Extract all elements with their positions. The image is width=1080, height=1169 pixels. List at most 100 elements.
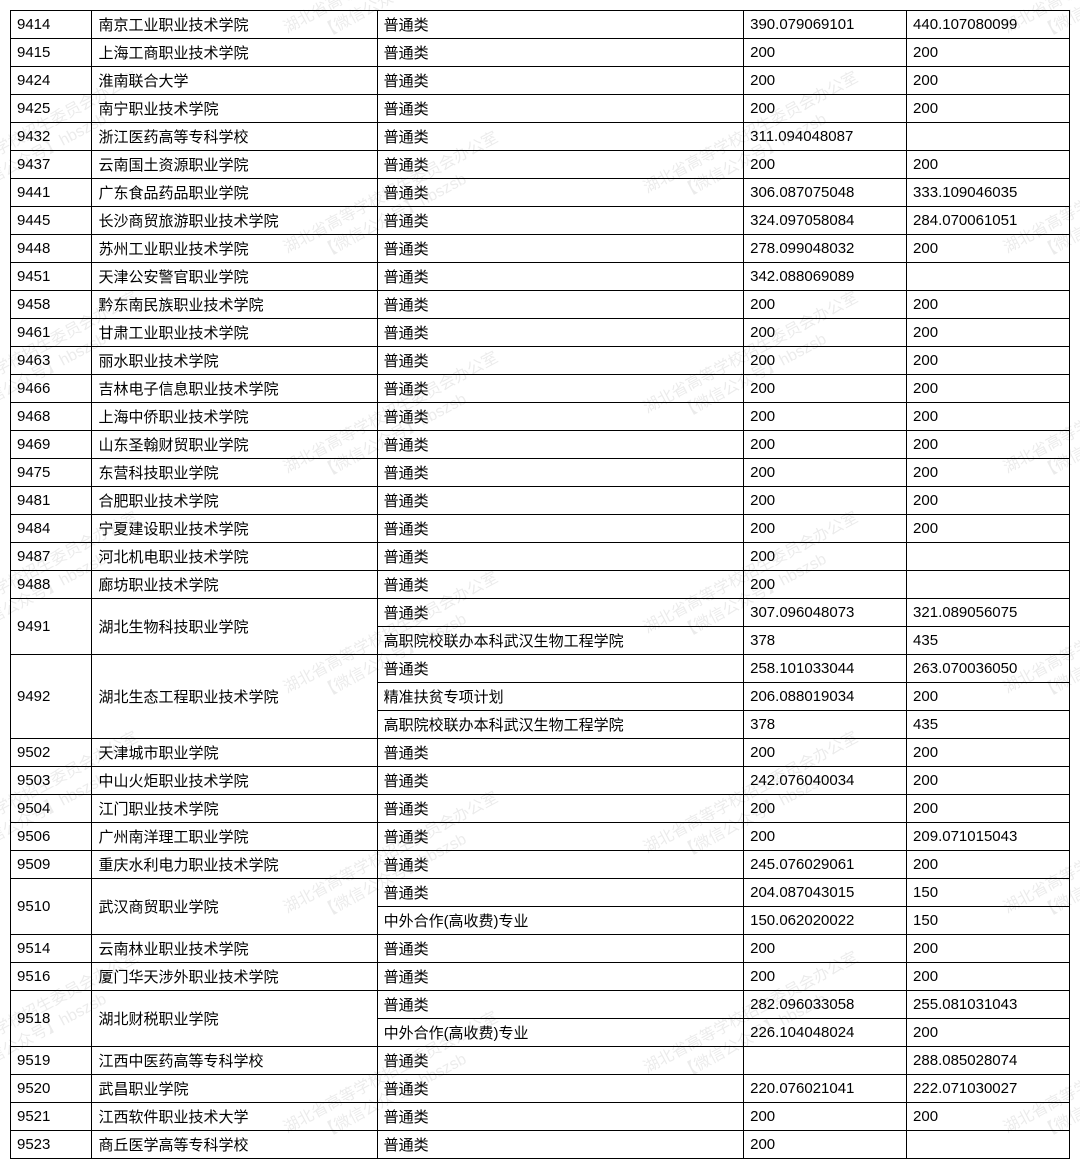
table-row: 9441广东食品药品职业学院普通类306.087075048333.109046…: [11, 179, 1070, 207]
table-row: 9518湖北财税职业学院普通类282.096033058255.08103104…: [11, 991, 1070, 1019]
cell-score-b: [907, 543, 1070, 571]
cell-category: 普通类: [377, 67, 744, 95]
cell-code: 9502: [11, 739, 92, 767]
cell-category: 普通类: [377, 1047, 744, 1075]
cell-code: 9466: [11, 375, 92, 403]
cell-score-b: 440.107080099: [907, 11, 1070, 39]
cell-category: 中外合作(高收费)专业: [377, 907, 744, 935]
cell-score-b: 200: [907, 459, 1070, 487]
cell-code: 9458: [11, 291, 92, 319]
cell-school: 长沙商贸旅游职业技术学院: [92, 207, 377, 235]
cell-code: 9425: [11, 95, 92, 123]
cell-category: 普通类: [377, 431, 744, 459]
cell-category: 中外合作(高收费)专业: [377, 1019, 744, 1047]
cell-score-a: [744, 1047, 907, 1075]
table-row: 9468上海中侨职业技术学院普通类200200: [11, 403, 1070, 431]
cell-score-b: [907, 263, 1070, 291]
cell-score-a: 200: [744, 935, 907, 963]
cell-code: 9504: [11, 795, 92, 823]
cell-category: 普通类: [377, 515, 744, 543]
cell-school: 东营科技职业学院: [92, 459, 377, 487]
cell-code: 9487: [11, 543, 92, 571]
table-row: 9509重庆水利电力职业技术学院普通类245.076029061200: [11, 851, 1070, 879]
cell-score-b: 200: [907, 95, 1070, 123]
cell-score-a: 311.094048087: [744, 123, 907, 151]
cell-score-a: 200: [744, 319, 907, 347]
cell-category: 普通类: [377, 851, 744, 879]
cell-score-a: 200: [744, 571, 907, 599]
cell-score-b: 435: [907, 711, 1070, 739]
cell-score-b: 435: [907, 627, 1070, 655]
table-row: 9414南京工业职业技术学院普通类390.079069101440.107080…: [11, 11, 1070, 39]
cell-score-a: 282.096033058: [744, 991, 907, 1019]
cell-school: 江西中医药高等专科学校: [92, 1047, 377, 1075]
cell-score-a: 200: [744, 291, 907, 319]
table-row: 9488廊坊职业技术学院普通类200: [11, 571, 1070, 599]
cell-code: 9519: [11, 1047, 92, 1075]
cell-code: 9520: [11, 1075, 92, 1103]
table-row: 9425南宁职业技术学院普通类200200: [11, 95, 1070, 123]
cell-score-a: 200: [744, 375, 907, 403]
cell-category: 普通类: [377, 991, 744, 1019]
table-row: 9451天津公安警官职业学院普通类342.088069089: [11, 263, 1070, 291]
cell-score-a: 200: [744, 1103, 907, 1131]
cell-school: 湖北生态工程职业技术学院: [92, 655, 377, 739]
cell-school: 上海工商职业技术学院: [92, 39, 377, 67]
cell-school: 丽水职业技术学院: [92, 347, 377, 375]
cell-code: 9518: [11, 991, 92, 1047]
table-row: 9506广州南洋理工职业学院普通类200209.071015043: [11, 823, 1070, 851]
cell-school: 南宁职业技术学院: [92, 95, 377, 123]
cell-score-a: 200: [744, 67, 907, 95]
cell-category: 普通类: [377, 235, 744, 263]
cell-code: 9445: [11, 207, 92, 235]
table-row: 9475东营科技职业学院普通类200200: [11, 459, 1070, 487]
cell-code: 9432: [11, 123, 92, 151]
cell-score-b: 200: [907, 963, 1070, 991]
cell-code: 9503: [11, 767, 92, 795]
table-row: 9503中山火炬职业技术学院普通类242.076040034200: [11, 767, 1070, 795]
table-row: 9463丽水职业技术学院普通类200200: [11, 347, 1070, 375]
cell-category: 普通类: [377, 571, 744, 599]
table-row: 9514云南林业职业技术学院普通类200200: [11, 935, 1070, 963]
cell-school: 商丘医学高等专科学校: [92, 1131, 377, 1159]
table-row: 9492湖北生态工程职业技术学院普通类258.101033044263.0700…: [11, 655, 1070, 683]
cell-score-b: 200: [907, 935, 1070, 963]
table-row: 9523商丘医学高等专科学校普通类200: [11, 1131, 1070, 1159]
table-row: 9520武昌职业学院普通类220.076021041222.071030027: [11, 1075, 1070, 1103]
cell-score-b: 200: [907, 151, 1070, 179]
cell-score-a: 200: [744, 151, 907, 179]
cell-score-a: 200: [744, 487, 907, 515]
cell-school: 廊坊职业技术学院: [92, 571, 377, 599]
cell-category: 普通类: [377, 403, 744, 431]
table-row: 9458黔东南民族职业技术学院普通类200200: [11, 291, 1070, 319]
table-row: 9510武汉商贸职业学院普通类204.087043015150: [11, 879, 1070, 907]
cell-code: 9488: [11, 571, 92, 599]
table-row: 9466吉林电子信息职业技术学院普通类200200: [11, 375, 1070, 403]
cell-score-a: 245.076029061: [744, 851, 907, 879]
cell-score-b: 200: [907, 403, 1070, 431]
cell-score-a: 200: [744, 347, 907, 375]
table-row: 9519江西中医药高等专科学校普通类288.085028074: [11, 1047, 1070, 1075]
cell-school: 云南林业职业技术学院: [92, 935, 377, 963]
table-row: 9424淮南联合大学普通类200200: [11, 67, 1070, 95]
cell-category: 普通类: [377, 263, 744, 291]
cell-school: 苏州工业职业技术学院: [92, 235, 377, 263]
table-row: 9448苏州工业职业技术学院普通类278.099048032200: [11, 235, 1070, 263]
table-row: 9445长沙商贸旅游职业技术学院普通类324.097058084284.0700…: [11, 207, 1070, 235]
cell-school: 广东食品药品职业学院: [92, 179, 377, 207]
cell-school: 合肥职业技术学院: [92, 487, 377, 515]
cell-code: 9516: [11, 963, 92, 991]
cell-code: 9475: [11, 459, 92, 487]
cell-code: 9523: [11, 1131, 92, 1159]
cell-score-a: 200: [744, 39, 907, 67]
cell-score-a: 204.087043015: [744, 879, 907, 907]
cell-score-b: 200: [907, 291, 1070, 319]
cell-score-a: 200: [744, 1131, 907, 1159]
cell-school: 河北机电职业技术学院: [92, 543, 377, 571]
cell-score-a: 220.076021041: [744, 1075, 907, 1103]
cell-code: 9468: [11, 403, 92, 431]
cell-school: 天津城市职业学院: [92, 739, 377, 767]
cell-school: 重庆水利电力职业技术学院: [92, 851, 377, 879]
table-row: 9484宁夏建设职业技术学院普通类200200: [11, 515, 1070, 543]
cell-score-a: 242.076040034: [744, 767, 907, 795]
